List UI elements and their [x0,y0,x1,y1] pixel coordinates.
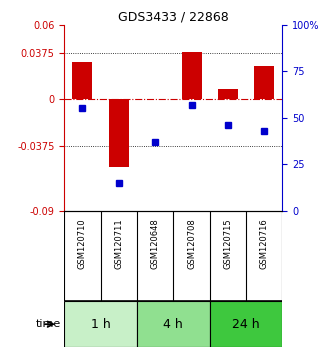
Bar [64,302,137,347]
Bar [210,302,282,347]
Title: GDS3433 / 22868: GDS3433 / 22868 [118,11,229,24]
Text: GSM120716: GSM120716 [260,218,269,269]
Bar [109,99,129,167]
Text: time: time [36,319,61,329]
Bar [182,52,202,99]
Bar [218,89,238,99]
Bar [73,62,92,99]
Bar [254,65,274,99]
Text: GSM120708: GSM120708 [187,218,196,269]
Text: GSM120715: GSM120715 [223,218,232,269]
Text: 4 h: 4 h [163,318,183,331]
Text: GSM120648: GSM120648 [151,218,160,269]
Text: GSM120710: GSM120710 [78,218,87,269]
Text: 1 h: 1 h [91,318,110,331]
Text: GSM120711: GSM120711 [114,218,123,269]
Text: 24 h: 24 h [232,318,260,331]
Bar [137,302,210,347]
